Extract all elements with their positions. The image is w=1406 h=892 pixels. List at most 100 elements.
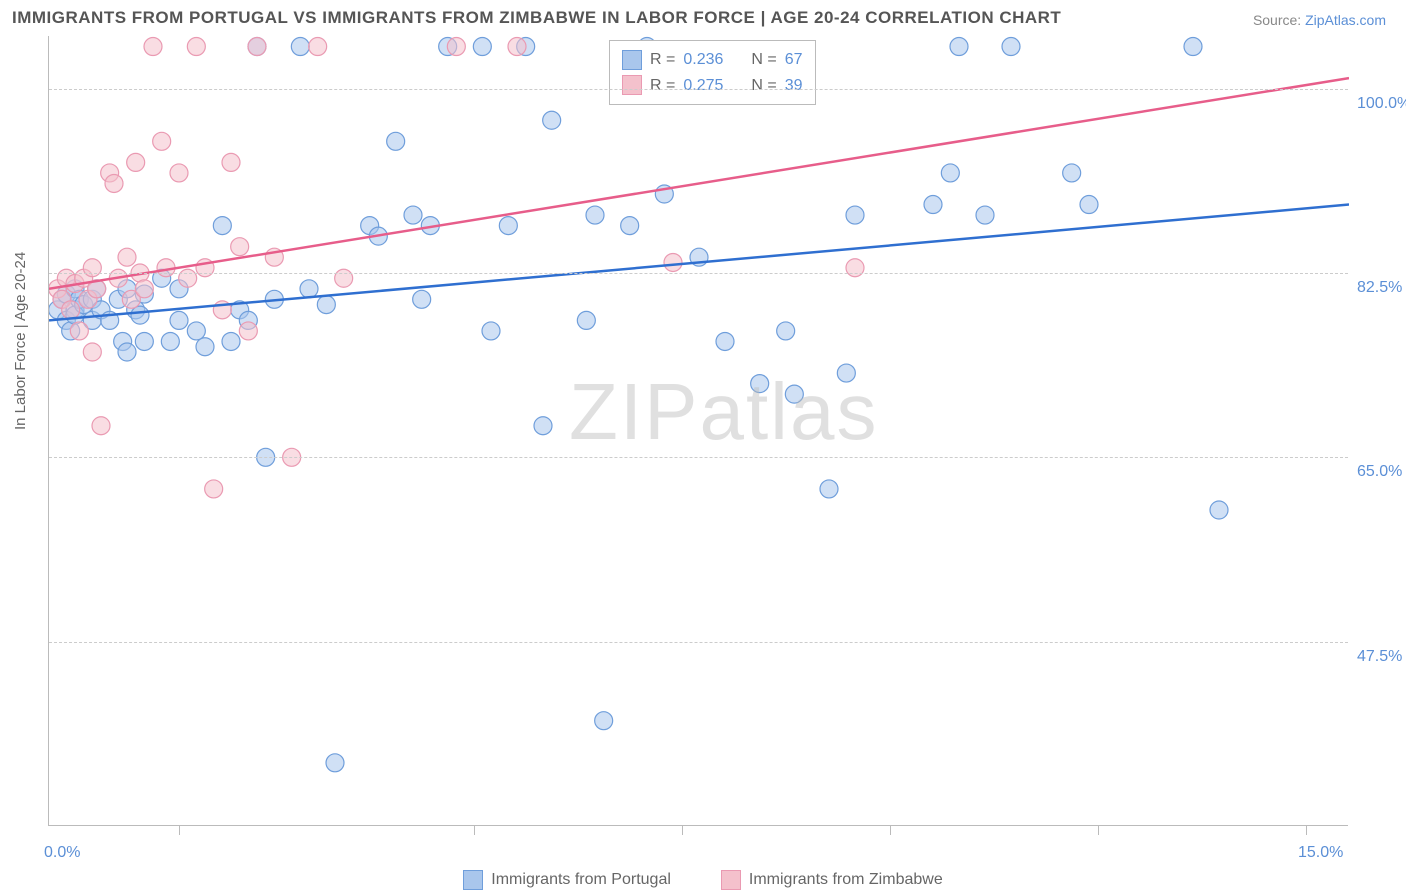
scatter-point: [291, 38, 309, 56]
scatter-point: [534, 417, 552, 435]
scatter-point: [105, 174, 123, 192]
x-tick: [890, 825, 891, 835]
scatter-point: [595, 712, 613, 730]
scatter-point: [118, 343, 136, 361]
scatter-point: [309, 38, 327, 56]
scatter-point: [482, 322, 500, 340]
gridline: [49, 457, 1348, 458]
y-axis-label: In Labor Force | Age 20-24: [12, 252, 29, 430]
series-name: Immigrants from Portugal: [491, 871, 671, 889]
scatter-point: [153, 132, 171, 150]
scatter-point: [950, 38, 968, 56]
series-legend: Immigrants from Portugal Immigrants from …: [0, 870, 1406, 890]
scatter-point: [179, 269, 197, 287]
x-tick: [474, 825, 475, 835]
legend-swatch: [463, 870, 483, 890]
scatter-point: [473, 38, 491, 56]
scatter-point: [83, 343, 101, 361]
bottom-legend-item: Immigrants from Zimbabwe: [721, 870, 943, 890]
scatter-point: [664, 253, 682, 271]
y-tick-label: 100.0%: [1357, 95, 1406, 113]
scatter-point: [1184, 38, 1202, 56]
y-tick-label: 65.0%: [1357, 463, 1402, 481]
legend-r-label: R =: [650, 47, 675, 73]
legend-row: R = 0.275 N = 39: [622, 73, 803, 99]
source-value: ZipAtlas.com: [1305, 12, 1386, 28]
gridline: [49, 89, 1348, 90]
scatter-point: [924, 196, 942, 214]
scatter-point: [499, 217, 517, 235]
source-credit: Source: ZipAtlas.com: [1253, 12, 1386, 28]
legend-row: R = 0.236 N = 67: [622, 47, 803, 73]
scatter-point: [196, 338, 214, 356]
y-tick-label: 47.5%: [1357, 648, 1402, 666]
scatter-point: [447, 38, 465, 56]
scatter-point: [222, 332, 240, 350]
legend-r-value: 0.275: [683, 73, 723, 99]
scatter-point: [222, 153, 240, 171]
scatter-point: [127, 153, 145, 171]
scatter-point: [70, 322, 88, 340]
legend-n-label: N =: [751, 47, 776, 73]
scatter-point: [135, 280, 153, 298]
legend-r-label: R =: [650, 73, 675, 99]
scatter-point: [976, 206, 994, 224]
scatter-point: [135, 332, 153, 350]
scatter-point: [820, 480, 838, 498]
scatter-point: [300, 280, 318, 298]
legend-n-value: 39: [785, 73, 803, 99]
legend-r-value: 0.236: [683, 47, 723, 73]
scatter-point: [239, 322, 257, 340]
series-name: Immigrants from Zimbabwe: [749, 871, 943, 889]
scatter-point: [1063, 164, 1081, 182]
scatter-svg: [49, 36, 1349, 826]
scatter-point: [751, 375, 769, 393]
scatter-point: [846, 259, 864, 277]
scatter-point: [941, 164, 959, 182]
scatter-point: [586, 206, 604, 224]
scatter-point: [577, 311, 595, 329]
scatter-point: [846, 206, 864, 224]
scatter-point: [161, 332, 179, 350]
scatter-point: [404, 206, 422, 224]
legend-n-label: N =: [751, 73, 776, 99]
scatter-point: [144, 38, 162, 56]
scatter-point: [187, 38, 205, 56]
x-tick: [1098, 825, 1099, 835]
trend-line: [49, 205, 1349, 321]
x-tick: [682, 825, 683, 835]
scatter-point: [187, 322, 205, 340]
x-tick: [1306, 825, 1307, 835]
scatter-point: [248, 38, 266, 56]
legend-n-value: 67: [785, 47, 803, 73]
gridline: [49, 273, 1348, 274]
scatter-point: [413, 290, 431, 308]
scatter-point: [1210, 501, 1228, 519]
scatter-point: [118, 248, 136, 266]
scatter-point: [716, 332, 734, 350]
legend-swatch: [721, 870, 741, 890]
scatter-point: [170, 164, 188, 182]
scatter-point: [213, 217, 231, 235]
scatter-point: [131, 306, 149, 324]
legend-swatch: [622, 75, 642, 95]
scatter-point: [508, 38, 526, 56]
scatter-point: [205, 480, 223, 498]
scatter-point: [62, 301, 80, 319]
scatter-point: [335, 269, 353, 287]
y-tick-label: 82.5%: [1357, 279, 1402, 297]
scatter-point: [785, 385, 803, 403]
scatter-point: [231, 238, 249, 256]
scatter-point: [92, 417, 110, 435]
x-end-label: 0.0%: [44, 844, 80, 862]
legend-swatch: [622, 50, 642, 70]
scatter-point: [1002, 38, 1020, 56]
scatter-point: [621, 217, 639, 235]
source-label: Source:: [1253, 12, 1301, 28]
chart-plot-area: ZIPatlas R =0.236N =67R =0.275N =39 100.…: [48, 36, 1348, 826]
scatter-point: [543, 111, 561, 129]
gridline: [49, 642, 1348, 643]
scatter-point: [317, 296, 335, 314]
scatter-point: [777, 322, 795, 340]
scatter-point: [170, 311, 188, 329]
